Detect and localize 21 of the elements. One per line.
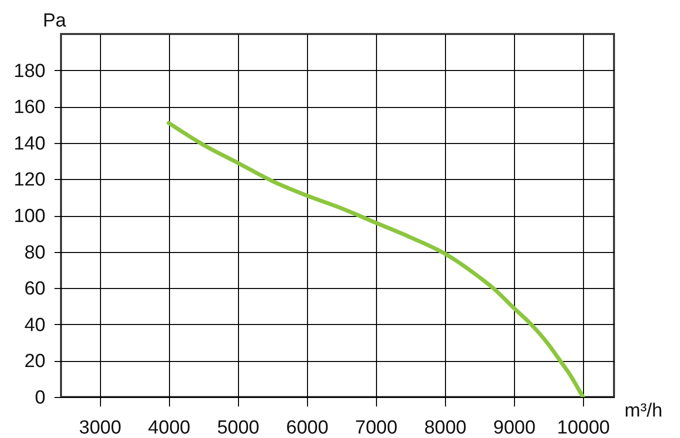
y-tick-label: 140 — [14, 133, 46, 154]
y-tick-label: 60 — [24, 278, 46, 300]
x-tick-label: 8000 — [424, 418, 466, 438]
y-tick-label: 0 — [34, 388, 46, 408]
y-tick-label: 160 — [14, 97, 46, 118]
x-axis-title: m³/h — [624, 400, 662, 422]
y-tick-label: 100 — [14, 206, 46, 227]
y-tick-label: 120 — [14, 170, 46, 191]
y-tick-label: 180 — [14, 60, 46, 82]
x-tick-label: 6000 — [286, 418, 328, 438]
x-tick-label: 4000 — [148, 418, 190, 438]
x-tick-label: 7000 — [355, 418, 398, 438]
x-tick-label: 10000 — [557, 418, 610, 438]
y-tick-label: 20 — [24, 351, 46, 372]
x-tick-label: 9000 — [493, 418, 536, 438]
x-tick-label: 5000 — [217, 418, 260, 438]
y-axis-title: Pa — [42, 10, 67, 32]
x-tick-label: 3000 — [79, 418, 122, 438]
y-tick-label: 40 — [24, 314, 46, 336]
y-tick-label: 80 — [24, 242, 46, 264]
line-series — [166, 120, 585, 397]
